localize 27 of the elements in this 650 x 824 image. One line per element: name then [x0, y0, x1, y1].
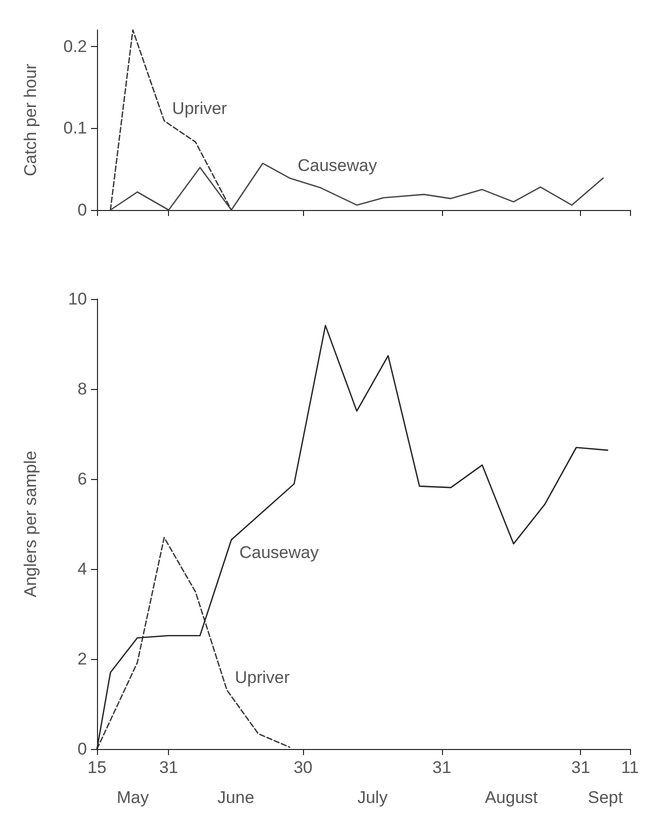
annotation: Upriver [234, 668, 290, 688]
y-tick-label: 0.1 [63, 118, 87, 138]
y-tick-label: 8 [78, 380, 87, 398]
annotation: Causeway [239, 542, 320, 562]
x-tick-label: 15 [88, 758, 106, 777]
annotation: Upriver [172, 98, 228, 118]
x-tick-label: 31 [571, 758, 590, 777]
text: May [116, 788, 150, 807]
x-tick-label: 31 [432, 758, 452, 777]
x-tick-label: 31 [159, 758, 178, 777]
y-axis-title: Catch per hour [21, 63, 40, 176]
text: July [357, 788, 388, 807]
text: August [484, 788, 538, 807]
text: June [217, 788, 254, 807]
y-tick-label: 0 [78, 740, 87, 758]
annotation: Causeway [298, 156, 378, 176]
y-tick-label: 2 [78, 650, 87, 668]
y-tick-label: 0.2 [63, 36, 87, 56]
y-tick-label: 4 [78, 560, 87, 578]
y-tick-label: 6 [78, 470, 87, 488]
x-tick-label: 11 [621, 758, 639, 777]
y-tick-label: 10 [68, 290, 87, 308]
y-tick-label: 0 [78, 200, 87, 220]
line-series [110, 29, 232, 211]
text: Sept [588, 788, 624, 807]
y-axis-title: Anglers per sample [21, 450, 40, 598]
x-tick-label: 30 [294, 758, 312, 777]
